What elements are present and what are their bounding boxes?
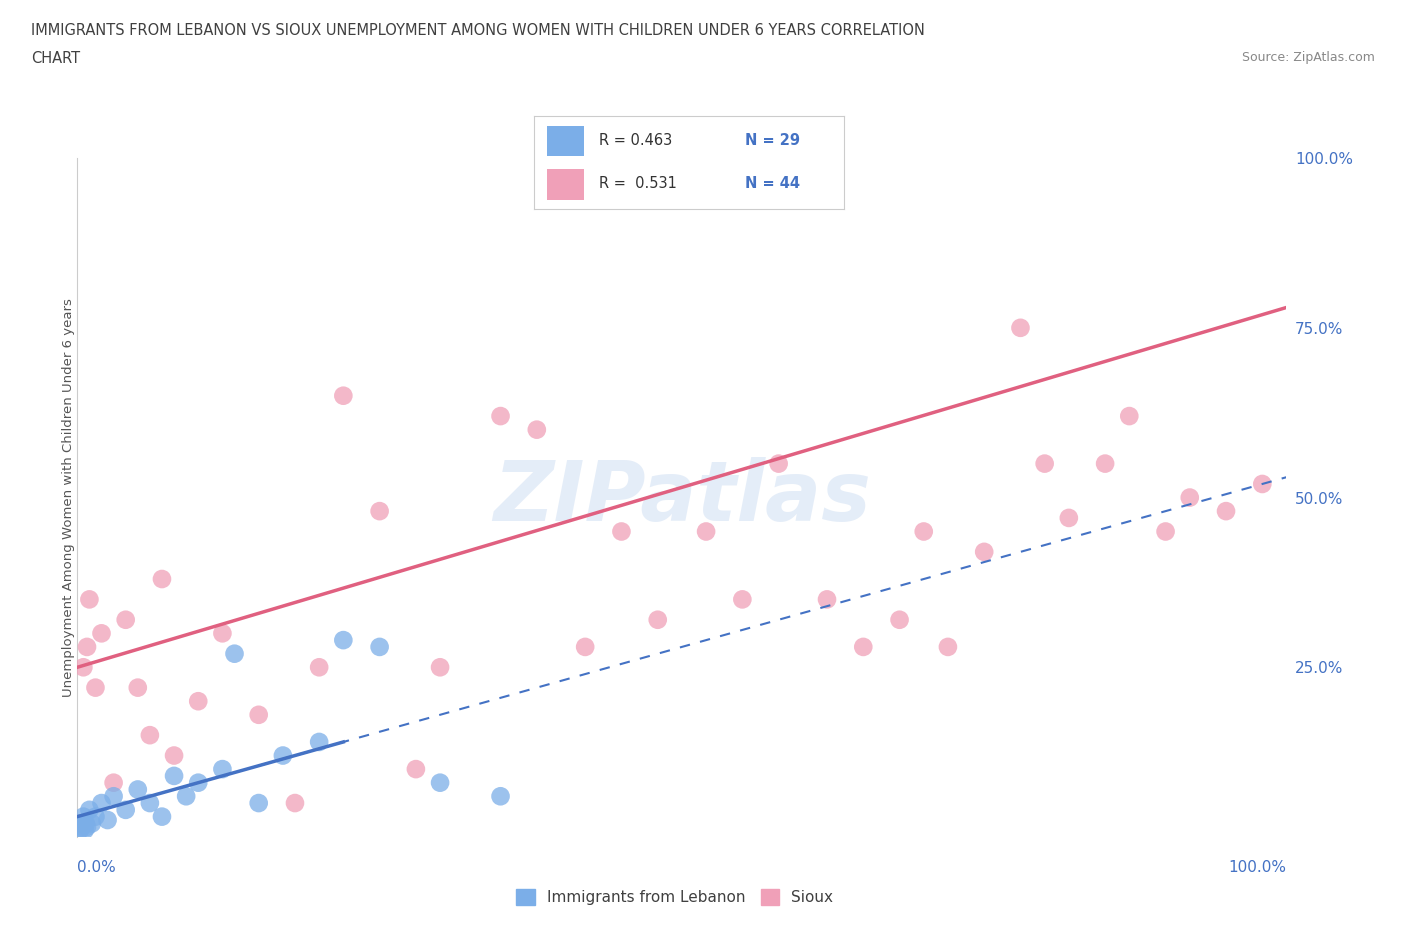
Point [76, 640, 98, 655]
Point [90, 626, 112, 641]
Point [70, 819, 93, 834]
Point [96, 813, 118, 828]
Text: 0.0%: 0.0% [77, 860, 117, 875]
Point [1154, 525, 1177, 539]
Point [163, 748, 186, 763]
Point [284, 796, 307, 811]
Point [103, 789, 125, 804]
Point [114, 803, 136, 817]
Point [1057, 511, 1080, 525]
Point [973, 544, 995, 559]
Point [489, 408, 512, 423]
Point [308, 660, 330, 675]
Point [211, 626, 233, 641]
Point [163, 768, 186, 783]
Text: 100.0%: 100.0% [1229, 860, 1286, 875]
Point [187, 776, 209, 790]
Text: Source: ZipAtlas.com: Source: ZipAtlas.com [1241, 51, 1375, 64]
Point [936, 640, 959, 655]
Point [79, 592, 101, 607]
Point [90, 796, 112, 811]
FancyBboxPatch shape [547, 169, 583, 200]
Text: IMMIGRANTS FROM LEBANON VS SIOUX UNEMPLOYMENT AMONG WOMEN WITH CHILDREN UNDER 6 : IMMIGRANTS FROM LEBANON VS SIOUX UNEMPLO… [31, 23, 925, 38]
Point [187, 694, 209, 709]
Point [852, 640, 875, 655]
Point [405, 762, 427, 777]
Point [308, 735, 330, 750]
Point [429, 776, 451, 790]
Point [114, 612, 136, 627]
Point [332, 389, 354, 404]
Point [1094, 457, 1116, 472]
Point [73, 823, 96, 838]
Point [139, 796, 162, 811]
Point [150, 809, 173, 824]
Point [815, 592, 838, 607]
Point [731, 592, 754, 607]
Point [150, 572, 173, 587]
Point [80, 816, 103, 830]
Point [1215, 504, 1237, 519]
Point [103, 776, 125, 790]
Point [647, 612, 669, 627]
Point [1033, 457, 1056, 472]
Point [695, 525, 717, 539]
Legend: Immigrants from Lebanon, Sioux: Immigrants from Lebanon, Sioux [509, 882, 841, 913]
Text: R = 0.463: R = 0.463 [599, 133, 672, 149]
Point [1010, 320, 1032, 335]
Point [139, 727, 162, 742]
Point [174, 789, 197, 804]
Point [76, 819, 98, 834]
Point [69, 823, 91, 838]
Text: CHART: CHART [31, 51, 80, 66]
Point [127, 782, 149, 797]
Y-axis label: Unemployment Among Women with Children Under 6 years: Unemployment Among Women with Children U… [62, 299, 76, 697]
Point [368, 640, 391, 655]
Point [1251, 476, 1274, 491]
Point [70, 816, 93, 830]
Point [1118, 408, 1140, 423]
Point [574, 640, 596, 655]
Point [429, 660, 451, 675]
Point [768, 457, 790, 472]
Point [75, 816, 97, 830]
FancyBboxPatch shape [547, 126, 583, 156]
Point [489, 789, 512, 804]
Point [79, 803, 101, 817]
Point [84, 680, 107, 695]
Point [271, 748, 294, 763]
Point [72, 809, 94, 824]
Text: N = 44: N = 44 [745, 176, 800, 192]
Point [889, 612, 911, 627]
Text: R =  0.531: R = 0.531 [599, 176, 678, 192]
Point [84, 809, 107, 824]
Point [1178, 490, 1201, 505]
Point [247, 796, 270, 811]
Point [332, 632, 354, 647]
Point [127, 680, 149, 695]
Point [211, 762, 233, 777]
Text: N = 29: N = 29 [745, 133, 800, 149]
Point [72, 660, 94, 675]
Point [247, 708, 270, 723]
Point [526, 422, 548, 437]
Point [368, 504, 391, 519]
Text: ZIPatlas: ZIPatlas [494, 457, 870, 538]
Point [70, 816, 93, 830]
Point [224, 646, 246, 661]
Point [912, 525, 935, 539]
Point [610, 525, 633, 539]
